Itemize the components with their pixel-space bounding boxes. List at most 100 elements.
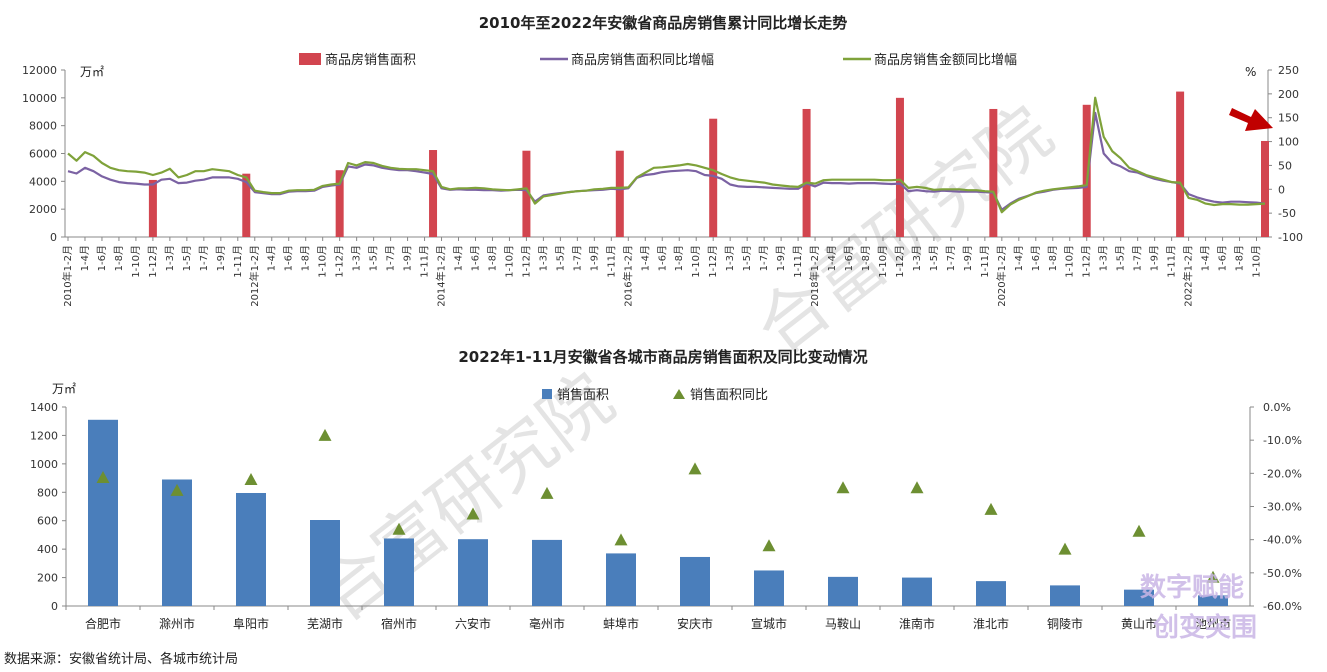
chart2-left-unit: 万㎡	[52, 382, 76, 396]
source-note: 数据来源：安徽省统计局、各城市统计局	[4, 651, 238, 667]
chart2-right-tick-label: 0.0%	[1263, 401, 1291, 414]
chart1-x-tick-label: 2020年1-2月	[995, 245, 1008, 307]
chart1-right-unit: %	[1245, 65, 1256, 79]
chart2-marker-yoy	[318, 428, 332, 441]
chart2-bar-sales	[1198, 595, 1228, 606]
chart1-x-tick-label: 1-3月	[724, 245, 736, 271]
chart2-category-label: 马鞍山	[825, 616, 861, 631]
chart2-marker-yoy	[836, 481, 850, 494]
chart2-category-label: 淮北市	[973, 616, 1009, 631]
chart2-bar-sales	[1050, 585, 1080, 606]
chart1-x-tick-label: 1-6月	[469, 245, 481, 271]
chart2-bar-sales	[162, 479, 192, 606]
chart2-category-label: 淮南市	[899, 616, 935, 631]
chart1-x-tick-label: 1-10月	[877, 245, 889, 278]
chart1-x-tick-label: 1-10月	[130, 245, 142, 278]
red-arrow-icon	[1229, 108, 1273, 131]
chart1-x-tick-label: 1-12月	[1081, 245, 1093, 278]
chart2-marker-yoy	[392, 522, 406, 535]
chart1-x-tick-label: 1-4月	[1200, 245, 1212, 271]
chart2-bar-sales	[680, 556, 710, 606]
chart1-x-tick-label: 1-4月	[639, 245, 651, 271]
chart1-x-tick-label: 1-3月	[1098, 245, 1110, 271]
chart2-category-labels: 合肥市 滁州市 阜阳市 芜湖市 宿州市 六安市 亳州市 蚌埠市 安庆市 宣城市 马鞍山 淮南市 淮北市 铜…	[65, 606, 1231, 631]
chart1-x-tick-label: 1-11月	[419, 245, 431, 278]
chart2-right-tick-label: -10.0%	[1263, 434, 1302, 447]
chart1-x-tick-label: 1-5月	[741, 245, 753, 271]
chart2-axes: 0 200 400 600 800 1000 1200 1400 -60.0% -50.0% -40…	[30, 401, 1302, 613]
logo: 数字赋能 创变突围	[1140, 572, 1257, 643]
chart2-category-label: 亳州市	[529, 616, 565, 631]
chart1-x-tick-label: 1-4月	[266, 245, 278, 271]
chart1-x-tick-label: 1-7月	[571, 245, 583, 271]
chart1-x-tick-label: 1-11月	[792, 245, 804, 278]
chart1-bar-area	[242, 173, 251, 237]
chart1-right-tick-label: 50	[1278, 159, 1292, 172]
chart2-bar-sales	[976, 581, 1006, 606]
chart2-marker-yoy	[466, 507, 480, 520]
chart2-category-label: 宿州市	[381, 616, 417, 631]
chart1-left-tick-label: 10000	[22, 92, 57, 105]
chart1-right-tick-label: -50	[1278, 207, 1296, 220]
chart2-bar-sales	[828, 576, 858, 606]
chart1-right-tick-label: 200	[1278, 88, 1299, 101]
chart2-bar-sales	[902, 577, 932, 606]
chart1-x-tick-label: 1-8月	[300, 245, 312, 271]
chart1-x-tick-label: 1-6月	[1217, 245, 1229, 271]
chart1-x-tick-label: 1-12月	[894, 245, 906, 278]
chart1-bar-area	[989, 108, 998, 237]
watermark-text-2: 合富研究院	[741, 91, 1067, 371]
chart1-bar-area	[709, 118, 718, 237]
chart1-left-tick-label: 4000	[29, 175, 57, 188]
chart1-x-tick-label: 2010年1-2月	[61, 245, 74, 307]
chart1-x-tick-label: 1-4月	[826, 245, 838, 271]
chart1-x-tick-label: 1-6月	[843, 245, 855, 271]
legend-swatch-area	[299, 53, 321, 65]
chart2: 2022年1-11月安徽省各城市商品房销售面积及同比变动情况 销售面积 销售面积…	[30, 348, 1302, 631]
chart2-category-label: 滁州市	[159, 616, 195, 631]
chart1-x-tick-label: 1-10月	[317, 245, 329, 278]
chart1-right-tick-label: 100	[1278, 136, 1299, 149]
chart1-bar-area	[429, 150, 438, 237]
chart1-right-tick-label: 0	[1278, 183, 1285, 196]
chart2-marker-yoy	[910, 481, 924, 494]
chart2-bar-sales	[236, 492, 266, 606]
chart1-x-tick-label: 1-12月	[520, 245, 532, 278]
chart2-category-label: 六安市	[455, 616, 491, 631]
chart2-marker-yoy	[1206, 570, 1220, 583]
legend-label-amount-yoy: 商品房销售金额同比增幅	[874, 52, 1017, 68]
chart1-x-tick-label: 1-11月	[1166, 245, 1178, 278]
chart1-x-tick-label: 1-6月	[96, 245, 108, 271]
chart2-right-tick-label: -30.0%	[1263, 501, 1302, 514]
chart2-left-tick-label: 400	[37, 543, 58, 556]
chart1-x-tick-label: 1-9月	[588, 245, 600, 271]
chart1-x-tick-label: 1-11月	[232, 245, 244, 278]
chart1-x-tick-label: 1-6月	[283, 245, 295, 271]
chart1-x-tick-labels: 2010年1-2月 1-4月 1-6月 1-8月 1-10月 1-12月 1-3月 1-5月 1…	[61, 237, 1263, 307]
chart2-right-tick-label: -60.0%	[1263, 600, 1302, 613]
chart2-markers	[96, 428, 1220, 583]
chart2-left-tick-label: 800	[37, 486, 58, 499]
chart1-bar-area	[148, 179, 157, 237]
legend-label-area-yoy: 商品房销售面积同比增幅	[571, 52, 714, 68]
chart2-category-label: 黄山市	[1121, 616, 1157, 631]
chart2-marker-yoy	[96, 470, 110, 483]
chart1-x-tick-label: 1-10月	[1064, 245, 1076, 278]
logo-line2: 创变突围	[1152, 612, 1257, 643]
chart2-bar-sales	[88, 419, 118, 606]
chart2-marker-yoy	[540, 486, 554, 499]
chart1-x-tick-label: 1-12月	[334, 245, 346, 278]
chart1-axes: 0 2000 4000 6000 8000 10000 12000 -100 -50 0 50 100…	[22, 64, 1303, 244]
chart2-marker-yoy	[614, 533, 628, 546]
chart1-x-tick-label: 1-4月	[79, 245, 91, 271]
chart2-marker-yoy	[688, 462, 702, 475]
chart1-left-tick-label: 2000	[29, 203, 57, 216]
chart2-right-tick-label: -20.0%	[1263, 467, 1302, 480]
chart1-x-tick-label: 1-5月	[368, 245, 380, 271]
chart1-x-tick-label: 1-8月	[1047, 245, 1059, 271]
chart1-x-tick-label: 1-9月	[962, 245, 974, 271]
chart2-category-label: 池州市	[1195, 616, 1231, 631]
chart1-bar-area	[802, 108, 811, 237]
chart1-legend: 商品房销售面积 商品房销售面积同比增幅 商品房销售金额同比增幅	[299, 52, 1017, 68]
chart2-marker-yoy	[1058, 542, 1072, 555]
